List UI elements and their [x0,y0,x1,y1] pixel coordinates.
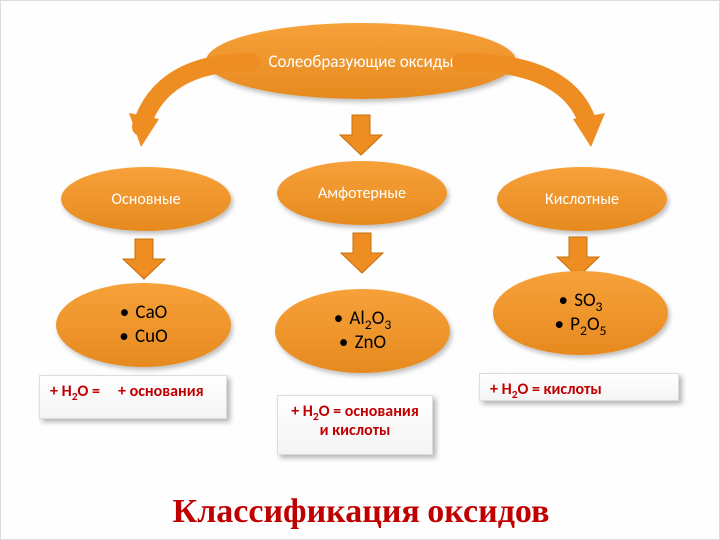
category-label: Основные [111,190,180,209]
top-node: Солеобразующие оксиды [206,23,516,99]
example-line: • ZnO [339,331,386,355]
top-node-label: Солеобразующие оксиды [268,51,453,72]
example-line: • CaO [120,301,168,325]
arrow-down-basic [119,237,169,281]
examples-basic: • CaO • CuO [56,283,231,367]
category-basic: Основные [61,167,231,231]
category-acid: Кислотные [497,167,667,231]
page-title-text: Классификация оксидов [173,491,550,531]
example-line: • SO3 [559,289,603,313]
arrow-down-topmid [336,113,386,157]
example-line: • P2O5 [555,313,607,337]
result-text: + H2O = основания и кислоты [291,402,419,440]
result-acid: + H2O = кислоты [479,373,679,401]
arrow-down-ampho [337,231,387,275]
category-ampho: Амфотерные [277,161,447,225]
category-label: Кислотные [545,190,619,209]
result-basic: + H2O = + основания [39,375,227,419]
examples-ampho: • Al2O3 • ZnO [275,289,450,373]
page-title: Классификация оксидов [1,491,720,531]
example-line: • Al2O3 [334,307,392,331]
example-line: • CuO [119,325,167,349]
examples-acid: • SO3 • P2O5 [493,271,668,355]
result-text: + H2O = кислоты [490,380,602,399]
result-ampho: + H2O = основания и кислоты [277,395,433,455]
category-label: Амфотерные [318,184,406,203]
result-text: + H2O = + основания [50,382,204,401]
